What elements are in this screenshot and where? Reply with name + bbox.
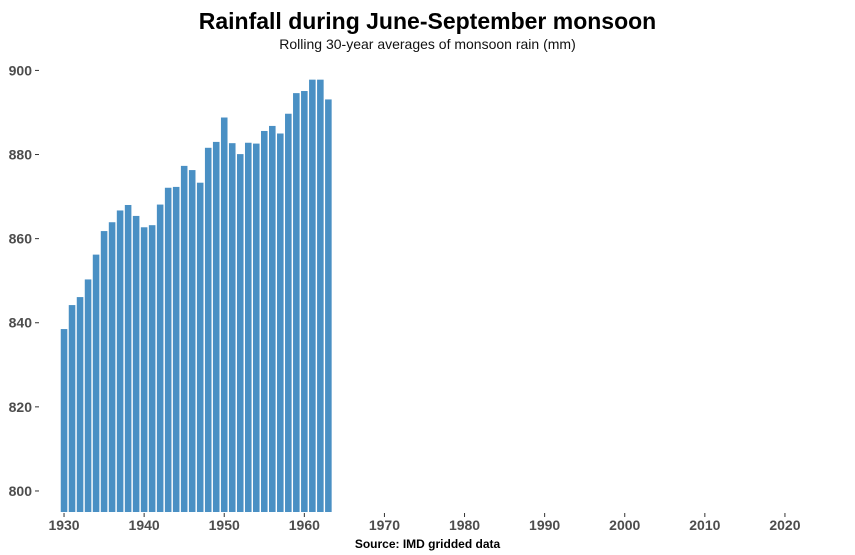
bar-1955 (261, 130, 268, 512)
chart-title: Rainfall during June-September monsoon (198, 8, 657, 34)
bar-1963 (325, 99, 332, 513)
bar-1962 (317, 79, 324, 512)
y-tick-label-820: 820 (9, 399, 33, 415)
x-tick-label-1940: 1940 (129, 517, 160, 533)
bar-1960 (301, 91, 308, 513)
bar-1951 (228, 143, 236, 513)
y-tick-label-840: 840 (9, 315, 33, 331)
x-tick-label-1980: 1980 (449, 517, 480, 533)
y-tick-label-900: 900 (9, 62, 33, 78)
x-tick-label-1990: 1990 (529, 517, 560, 533)
bar-1941 (148, 225, 156, 512)
bar-1958 (285, 113, 292, 512)
y-tick-label-800: 800 (9, 483, 33, 499)
bar-1946 (188, 170, 196, 512)
bar-1936 (108, 222, 116, 513)
bars-group (60, 79, 332, 513)
bar-1956 (269, 125, 276, 513)
bar-1952 (236, 154, 244, 512)
y-tick-label-880: 880 (9, 147, 33, 163)
bar-1957 (277, 133, 284, 512)
x-axis: 1930 1940 1950 1960 1970 1980 1990 2000 2010 2020 (48, 513, 801, 533)
bar-1940 (140, 227, 148, 512)
bar-1934 (92, 254, 100, 512)
bar-1933 (84, 279, 92, 512)
x-tick-label-2000: 2000 (609, 517, 640, 533)
bar-1943 (164, 187, 172, 512)
bar-1954 (252, 143, 260, 512)
bar-1935 (100, 231, 108, 512)
x-tick-label-1950: 1950 (209, 517, 240, 533)
bar-1931 (68, 305, 76, 512)
x-tick-label-1930: 1930 (48, 517, 79, 533)
bar-1948 (204, 147, 212, 513)
chart-caption: Source: IMD gridded data (354, 537, 501, 551)
bar-1930 (60, 329, 68, 512)
bar-1944 (172, 186, 180, 512)
x-tick-label-1970: 1970 (369, 517, 400, 533)
chart-subtitle: Rolling 30-year averages of monsoon rain… (279, 36, 576, 52)
bar-1937 (116, 210, 124, 512)
bar-1938 (124, 204, 132, 513)
y-axis: 800 820 840 860 880 900 (9, 62, 39, 499)
bar-1945 (180, 165, 188, 512)
bar-1949 (212, 141, 220, 512)
bar-1959 (293, 93, 300, 513)
bar-1961 (309, 79, 316, 512)
bar-1939 (132, 215, 140, 512)
x-tick-label-1960: 1960 (289, 517, 320, 533)
x-tick-label-2020: 2020 (769, 517, 800, 533)
x-tick-label-2010: 2010 (689, 517, 720, 533)
bar-1932 (76, 297, 84, 512)
bar-1950 (220, 117, 228, 512)
bar-1953 (244, 142, 252, 512)
bar-1942 (156, 204, 164, 512)
y-tick-label-860: 860 (9, 231, 33, 247)
bar-1947 (196, 182, 204, 512)
